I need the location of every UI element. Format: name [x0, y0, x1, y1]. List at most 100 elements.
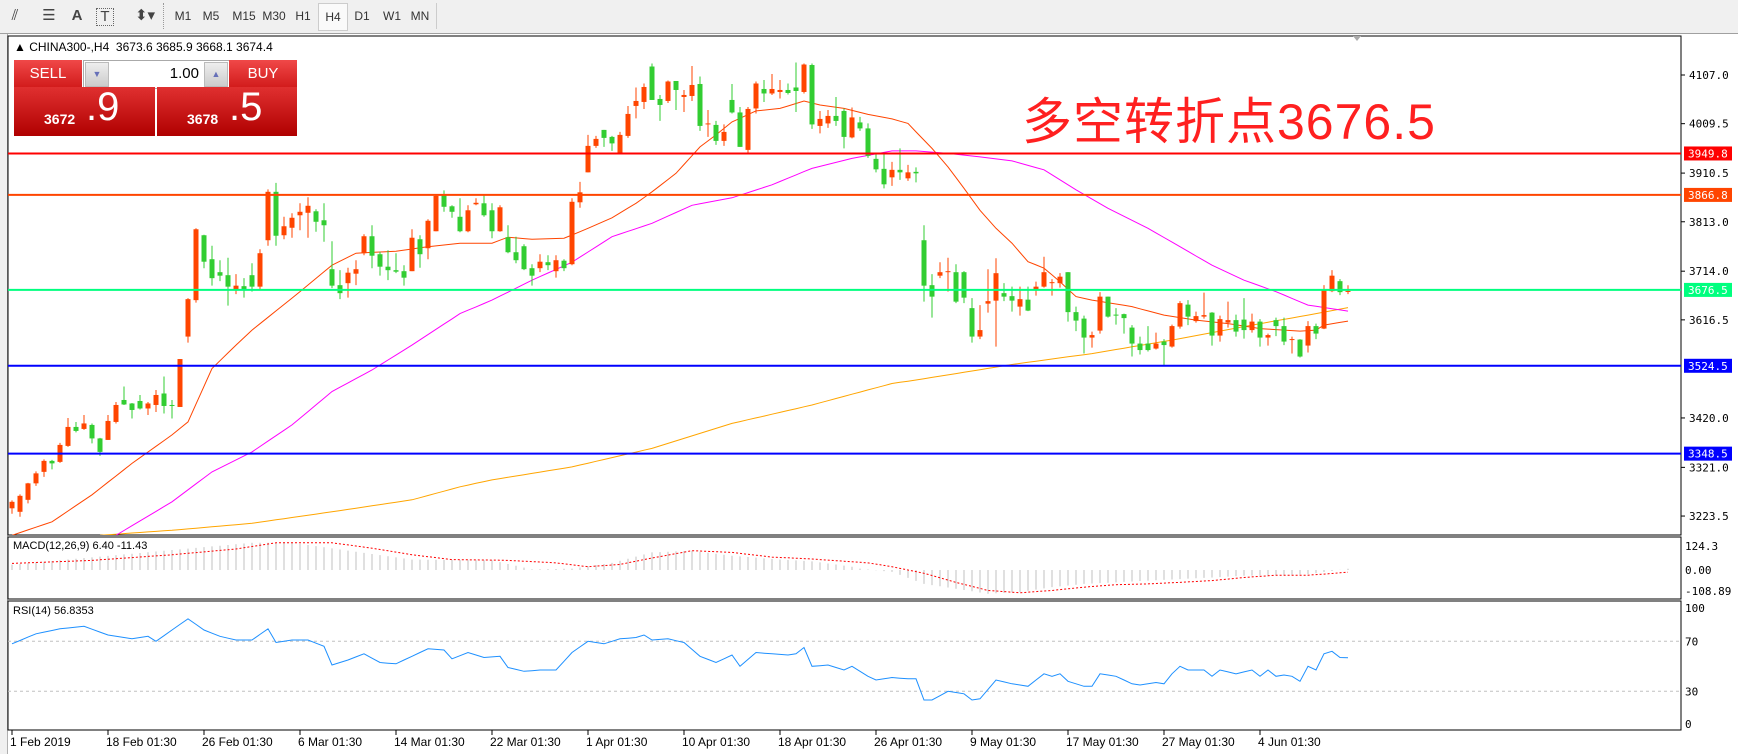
candle [297, 203, 303, 231]
candle-body [41, 460, 47, 472]
candle-body [1121, 314, 1127, 319]
level-label-bg [1684, 187, 1732, 202]
candle [129, 402, 135, 419]
candle [929, 274, 935, 318]
candle-body [1137, 343, 1143, 351]
candle [1329, 270, 1335, 293]
collapse-triangle-icon[interactable]: ▲ [14, 40, 30, 54]
candle [593, 135, 599, 148]
candle-body [609, 136, 615, 144]
tab-mn[interactable]: MN [410, 9, 430, 23]
lot-value[interactable]: 1.00 [169, 65, 199, 82]
text-label-icon[interactable]: T [96, 8, 114, 26]
symbol-label: CHINA300-,H4 [29, 40, 110, 54]
candle-body [937, 272, 943, 276]
candle [225, 257, 231, 306]
arrows-icon[interactable]: ⬍▾ [134, 7, 156, 24]
tab-h4[interactable]: H4 [318, 3, 348, 31]
candle-body [497, 207, 503, 232]
buy-price-button[interactable]: 3678 .5 [157, 85, 297, 136]
candle-body [617, 134, 623, 154]
candle [1313, 323, 1319, 340]
candle-body [913, 171, 919, 174]
candle [1049, 279, 1055, 296]
candle [1137, 336, 1143, 355]
candle-body [1265, 335, 1271, 338]
candle [1145, 326, 1151, 352]
candle [513, 236, 519, 264]
candle-body [977, 330, 983, 337]
tab-m15[interactable]: M15 [232, 9, 256, 23]
candle-body [905, 172, 911, 179]
candle [1097, 292, 1103, 334]
candle [753, 81, 759, 114]
tab-m1[interactable]: M1 [174, 9, 192, 23]
candle-body [1065, 272, 1071, 313]
candle [417, 235, 423, 268]
lot-decrease-button[interactable]: ▼ [85, 62, 109, 87]
candle-body [545, 262, 551, 266]
candle [377, 251, 383, 276]
tab-w1[interactable]: W1 [383, 9, 401, 23]
candle-body [553, 260, 559, 272]
fibonacci-icon[interactable]: ☰ [42, 7, 56, 24]
lot-increase-button[interactable]: ▲ [204, 62, 228, 87]
candle-body [425, 220, 431, 249]
candle-body [753, 83, 759, 109]
macd-tick-label: -108.89 [1685, 585, 1731, 598]
candle-body [721, 131, 727, 141]
candle [257, 249, 263, 291]
tab-h1[interactable]: H1 [295, 9, 311, 23]
date-label: 26 Feb 01:30 [202, 735, 273, 749]
text-icon[interactable]: A [71, 7, 83, 24]
candle-body [369, 236, 375, 256]
lot-size-field[interactable]: ▼ 1.00 ▲ [83, 60, 230, 89]
ma_mid-line [115, 150, 1349, 535]
candle-body [785, 89, 791, 93]
candle [233, 274, 239, 295]
candle [137, 394, 143, 410]
candle [665, 80, 671, 103]
rsi-pane-frame [7, 600, 1682, 731]
sell-button[interactable]: SELL [14, 60, 82, 87]
candle-body [33, 473, 39, 484]
candle [33, 471, 39, 486]
candle-body [1329, 275, 1335, 292]
candle [1169, 324, 1175, 348]
candle-body [313, 211, 319, 222]
candle-body [145, 403, 151, 409]
candle-body [305, 205, 311, 213]
buy-button[interactable]: BUY [229, 60, 297, 87]
candle-body [569, 201, 575, 265]
candle-body [513, 252, 519, 261]
candle [249, 263, 255, 292]
candle [161, 376, 167, 414]
sell-price-button[interactable]: 3672 .9 [14, 85, 155, 136]
macd-tick-label: 0.00 [1685, 564, 1712, 577]
elliott-wave-icon[interactable]: ⫽ [11, 7, 19, 24]
toolbar: ⫽ ☰ A T ⬍▾ M1 M5 M15 M30 H1 H4 D1 W1 MN [0, 0, 1738, 34]
tab-m5[interactable]: M5 [202, 9, 220, 23]
candle-body [897, 169, 903, 173]
candle [833, 96, 839, 126]
tab-d1[interactable]: D1 [354, 9, 370, 23]
candle-body [81, 423, 87, 429]
candle-body [289, 217, 295, 228]
level-label: 3949.8 [1688, 147, 1728, 160]
candle-body [409, 237, 415, 272]
candle [1153, 332, 1159, 350]
rsi-tick-label: 0 [1685, 718, 1692, 731]
rsi-tick-label: 30 [1685, 685, 1698, 698]
candle [73, 421, 79, 433]
candle [1065, 272, 1071, 322]
candle [25, 482, 31, 504]
candle-body [1209, 312, 1215, 336]
candle-body [465, 210, 471, 232]
candle-body [1281, 326, 1287, 342]
candle-body [161, 393, 167, 406]
candle [825, 109, 831, 128]
candle [321, 203, 327, 242]
candle-body [881, 168, 887, 185]
tab-m30[interactable]: M30 [262, 9, 286, 23]
